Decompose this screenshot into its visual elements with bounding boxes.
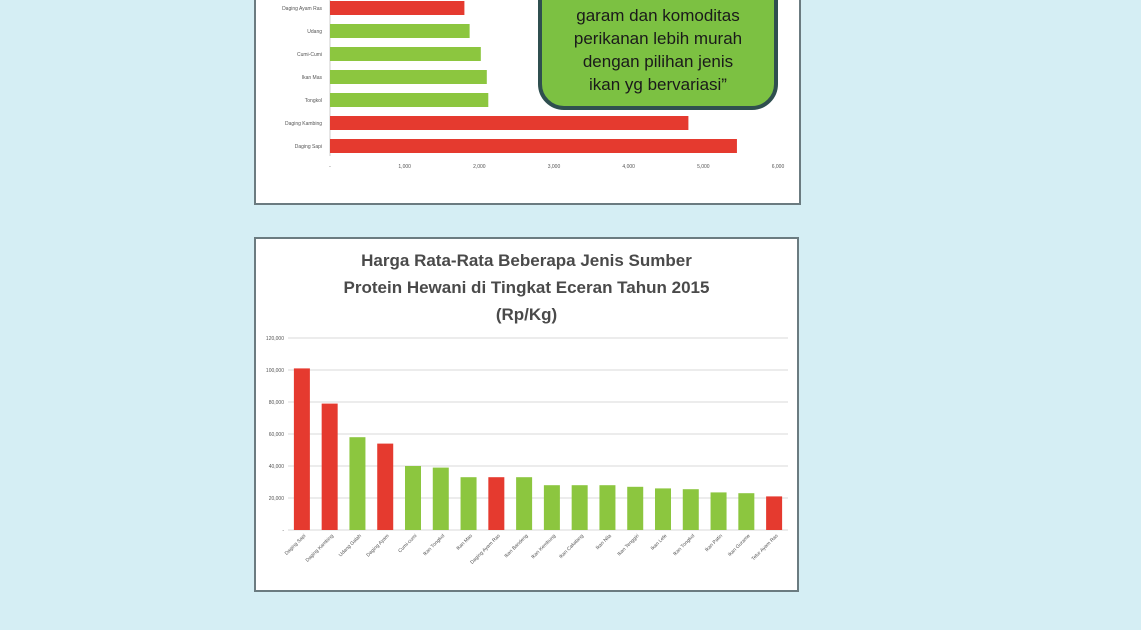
category-label: Ikan Lele	[650, 533, 669, 552]
bar	[330, 47, 481, 61]
bar	[571, 485, 588, 530]
bar	[330, 139, 737, 153]
callout-line: dengan pilihan jenis	[582, 52, 734, 71]
horizontal-bar-chart: Daging Ayam Ras Udang Cumi-Cumi Ikan Mas Ton…	[282, 0, 785, 170]
category-label: Ikan Mas	[455, 533, 474, 552]
tick-label: 6,000	[772, 164, 785, 170]
bar	[627, 486, 644, 530]
tick-label: 120,000	[266, 336, 284, 342]
category-label: Daging Ayam	[365, 533, 390, 558]
tick-label: 20,000	[269, 496, 285, 502]
tick-label: 4,000	[622, 164, 635, 170]
bar	[405, 466, 421, 530]
bar	[460, 477, 477, 530]
tick-label: 80,000	[269, 400, 285, 406]
bar	[682, 489, 699, 530]
category-label: Ikan Tongkol	[422, 533, 446, 557]
bar	[349, 437, 366, 530]
callout-line: garam dan komoditas	[576, 6, 740, 25]
category-label: Ikan Kembung	[530, 533, 557, 560]
bar	[330, 70, 487, 84]
bar	[738, 493, 755, 530]
category-label: Tongkol	[305, 98, 322, 104]
category-label: Udang	[307, 29, 322, 35]
callout-line: perikanan lebih murah	[573, 29, 743, 48]
bar	[599, 485, 616, 530]
vertical-bar-chart: - 20,000 40,000 60,000 80,000 100,000 120,000 D…	[266, 336, 788, 566]
bar	[330, 116, 689, 130]
tick-label: 100,000	[266, 368, 284, 374]
category-label: Cumi-Cumi	[297, 52, 322, 58]
tick-label: 3,000	[548, 164, 561, 170]
tick-label: -	[282, 528, 284, 534]
category-label: Ikan Cakalang	[558, 533, 585, 560]
bar	[330, 93, 489, 107]
category-label: Daging Ayam Ras	[282, 6, 322, 12]
bar	[330, 24, 470, 38]
bar	[766, 496, 783, 530]
category-label: Daging Sapi	[284, 533, 308, 557]
bar	[293, 368, 310, 530]
category-label: Daging Sapi	[295, 144, 322, 150]
bar	[321, 403, 338, 530]
category-label: Ikan Tongkol	[672, 533, 696, 557]
category-label: Ikan Bandeng	[503, 533, 529, 559]
category-label: Ikan Mas	[302, 75, 323, 81]
chart-title-line: Protein Hewani di Tingkat Eceran Tahun 2…	[343, 278, 710, 297]
tick-label: 2,000	[473, 164, 486, 170]
bar	[488, 477, 505, 530]
bar	[432, 467, 449, 530]
bar	[330, 1, 465, 15]
category-label: Daging Kambing	[285, 121, 322, 127]
bar	[516, 477, 533, 530]
chart-title-line: Harga Rata-Rata Beberapa Jenis Sumber	[361, 251, 692, 270]
category-label: Cumi-cumi	[397, 533, 418, 554]
bar	[710, 492, 727, 530]
category-label: Udang Galah	[338, 533, 363, 558]
category-label: Daging Ayam Ras	[469, 533, 502, 566]
bar	[377, 443, 394, 530]
category-label: Ikan Nila	[595, 533, 613, 551]
callout-bubble: garam dan komoditas perikanan lebih mura…	[538, 0, 778, 110]
category-label: Ikan Patin	[704, 533, 724, 553]
bottom-chart-panel: Harga Rata-Rata Beberapa Jenis Sumber Pr…	[254, 237, 799, 592]
tick-label: -	[329, 164, 331, 170]
tick-label: 1,000	[398, 164, 411, 170]
chart-title-line: (Rp/Kg)	[495, 305, 558, 324]
category-label: Telur Ayam Ras	[751, 533, 780, 562]
chart-title: Harga Rata-Rata Beberapa Jenis Sumber Pr…	[256, 247, 797, 328]
bar	[655, 488, 671, 530]
tick-label: 40,000	[269, 464, 285, 470]
category-label: Ikan Gurame	[727, 533, 752, 558]
category-label: Ikan Tenggiri	[616, 533, 640, 557]
bar	[543, 485, 560, 530]
callout-line: ikan yg bervariasi”	[589, 75, 727, 94]
category-label: Daging Kambing	[305, 533, 336, 564]
tick-label: 60,000	[269, 432, 285, 438]
tick-label: 5,000	[697, 164, 710, 170]
